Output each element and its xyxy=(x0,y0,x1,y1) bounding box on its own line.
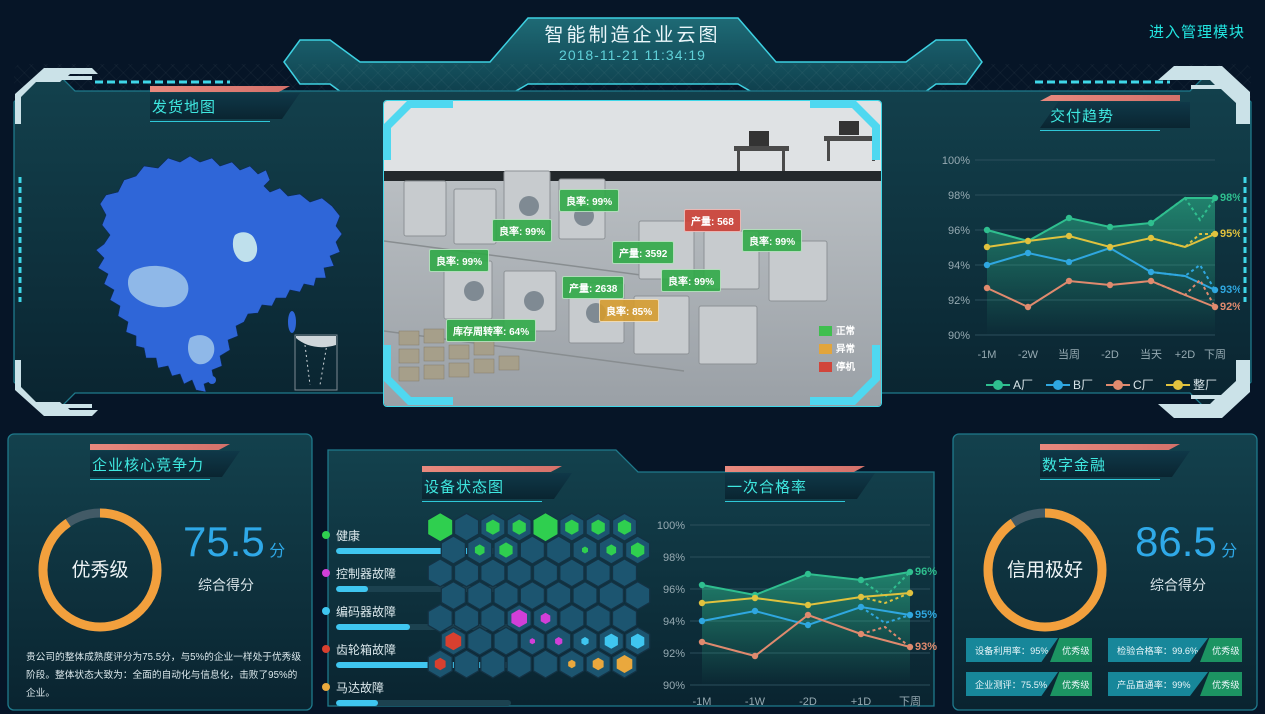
svg-text:94%: 94% xyxy=(948,260,970,272)
svg-text:98%: 98% xyxy=(948,190,970,202)
svg-text:96%: 96% xyxy=(663,584,685,596)
svg-text:-1M: -1M xyxy=(693,696,712,708)
svg-text:90%: 90% xyxy=(663,680,685,692)
svg-text:100%: 100% xyxy=(657,520,685,532)
svg-text:98%: 98% xyxy=(663,552,685,564)
svg-text:B厂: B厂 xyxy=(1073,378,1093,392)
svg-text:A厂: A厂 xyxy=(1013,378,1033,392)
svg-text:-2D: -2D xyxy=(799,696,817,708)
svg-text:下周: 下周 xyxy=(899,695,921,708)
svg-text:94%: 94% xyxy=(663,616,685,628)
svg-text:96%: 96% xyxy=(948,225,970,237)
svg-text:92%: 92% xyxy=(1220,301,1240,313)
svg-text:-2D: -2D xyxy=(1101,349,1119,361)
svg-text:95%: 95% xyxy=(1220,228,1240,240)
svg-text:92%: 92% xyxy=(948,295,970,307)
svg-text:整厂: 整厂 xyxy=(1193,377,1217,392)
svg-text:信用极好: 信用极好 xyxy=(1007,559,1083,581)
svg-text:当周: 当周 xyxy=(1058,347,1080,361)
svg-text:+2D: +2D xyxy=(1175,349,1196,361)
svg-text:-1M: -1M xyxy=(978,349,997,361)
svg-text:92%: 92% xyxy=(663,648,685,660)
svg-text:90%: 90% xyxy=(948,330,970,342)
svg-text:当天: 当天 xyxy=(1140,347,1162,361)
svg-text:98%: 98% xyxy=(1220,192,1240,204)
svg-text:-1W: -1W xyxy=(745,696,766,708)
svg-text:93%: 93% xyxy=(1220,284,1240,296)
svg-text:+1D: +1D xyxy=(851,696,872,708)
svg-text:优秀级: 优秀级 xyxy=(71,559,128,581)
svg-text:93%: 93% xyxy=(915,641,937,653)
svg-text:100%: 100% xyxy=(942,155,970,167)
svg-text:95%: 95% xyxy=(915,609,937,621)
svg-text:下周: 下周 xyxy=(1204,348,1226,361)
svg-text:96%: 96% xyxy=(915,566,937,578)
svg-text:-2W: -2W xyxy=(1018,349,1039,361)
svg-text:C厂: C厂 xyxy=(1133,378,1154,392)
